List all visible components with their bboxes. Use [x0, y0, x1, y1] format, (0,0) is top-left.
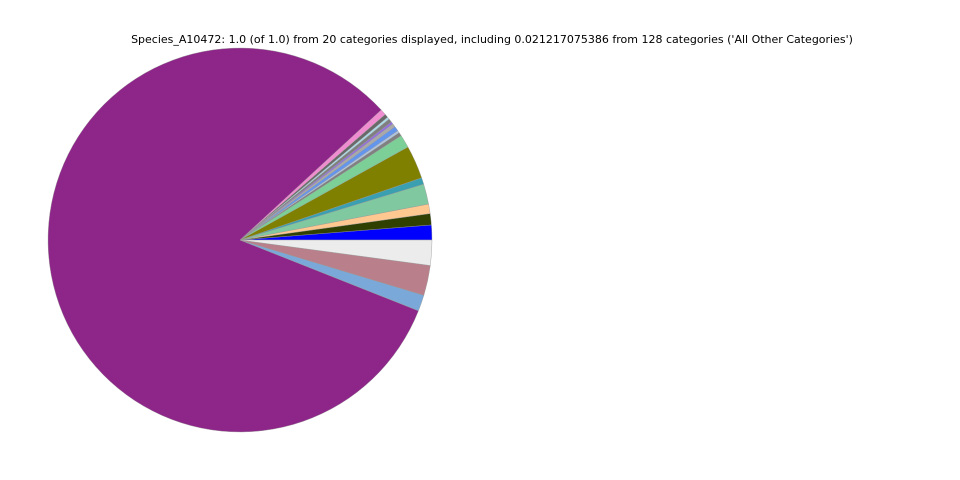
chart-title: Species_A10472: 1.0 (of 1.0) from 20 cat… [131, 33, 853, 46]
pie-slice [239, 239, 433, 266]
pie-slice [47, 47, 419, 433]
